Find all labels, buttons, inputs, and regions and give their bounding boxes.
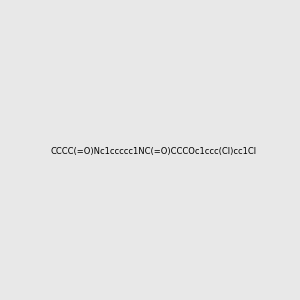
Text: CCCC(=O)Nc1ccccc1NC(=O)CCCOc1ccc(Cl)cc1Cl: CCCC(=O)Nc1ccccc1NC(=O)CCCOc1ccc(Cl)cc1C…	[51, 147, 257, 156]
